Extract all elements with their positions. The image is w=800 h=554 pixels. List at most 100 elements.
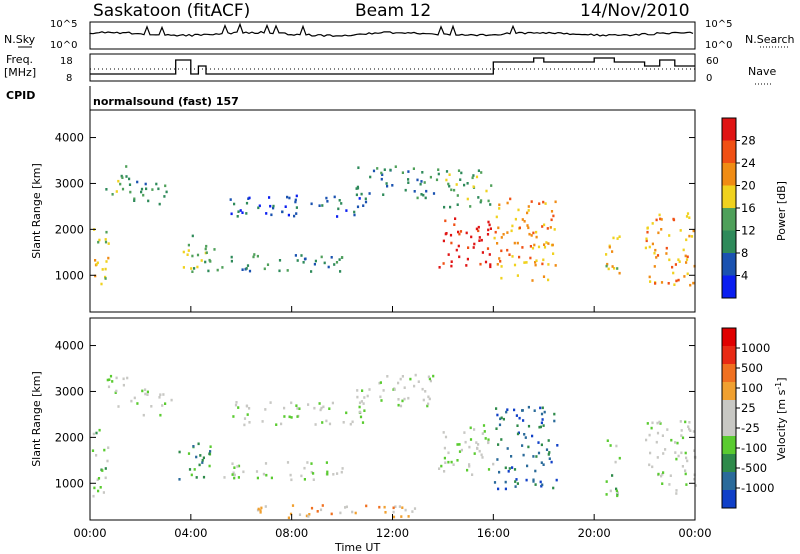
heatmap-cell	[613, 267, 616, 270]
heatmap-cell	[195, 455, 198, 459]
colorbar-tick-label: 8	[741, 246, 748, 260]
heatmap-cell	[550, 460, 553, 464]
heatmap-cell	[380, 177, 383, 181]
heatmap-cell	[413, 507, 417, 510]
heatmap-cell	[535, 455, 538, 458]
heatmap-cell	[193, 468, 196, 471]
freq-label-2: [MHz]	[4, 66, 36, 79]
heatmap-cell	[428, 397, 431, 401]
heatmap-cell	[256, 476, 259, 480]
power-ylabel: Slant Range [km]	[30, 163, 43, 259]
heatmap-cell	[605, 480, 608, 483]
heatmap-cell	[660, 218, 663, 221]
heatmap-cell	[268, 196, 271, 199]
heatmap-cell	[151, 188, 154, 191]
heatmap-cell	[140, 190, 143, 194]
heatmap-cell	[488, 223, 491, 227]
noise-trace	[89, 22, 694, 38]
heatmap-cell	[310, 202, 313, 206]
heatmap-cell	[552, 486, 555, 490]
heatmap-cell	[208, 452, 211, 456]
heatmap-cell	[521, 246, 524, 249]
heatmap-cell	[475, 175, 479, 179]
heatmap-cell	[655, 440, 658, 444]
heatmap-cell	[133, 396, 136, 400]
heatmap-cell	[257, 206, 260, 210]
heatmap-cell	[159, 393, 162, 396]
heatmap-cell	[532, 231, 535, 235]
heatmap-cell	[209, 260, 212, 263]
heatmap-cell	[178, 478, 181, 481]
heatmap-cell	[114, 391, 117, 394]
heatmap-cell	[612, 236, 615, 240]
heatmap-cell	[440, 464, 443, 468]
freq-panel-frame	[89, 53, 696, 82]
heatmap-cell	[455, 248, 458, 252]
heatmap-cell	[407, 170, 410, 173]
heatmap-cell	[97, 240, 100, 244]
heatmap-cell	[489, 265, 492, 269]
heatmap-cell	[480, 238, 483, 242]
heatmap-cell	[648, 463, 651, 467]
heatmap-cell	[504, 480, 507, 484]
colorbar-swatch	[722, 418, 736, 437]
heatmap-cell	[450, 241, 453, 245]
heatmap-cell	[246, 413, 249, 416]
heatmap-cell	[475, 227, 478, 231]
heatmap-cell	[537, 451, 541, 455]
heatmap-cell	[330, 512, 333, 516]
heatmap-cell	[458, 232, 461, 236]
heatmap-cell	[349, 422, 352, 426]
heatmap-cell	[248, 269, 252, 273]
heatmap-cell	[690, 235, 694, 238]
noise-right-tick-high: 10^5	[705, 19, 732, 30]
heatmap-cell	[326, 470, 329, 474]
heatmap-cell	[492, 462, 495, 466]
heatmap-cell	[535, 230, 538, 234]
colorbar-tick-label: 16	[741, 201, 756, 215]
heatmap-cell	[543, 223, 546, 227]
heatmap-cell	[548, 451, 551, 454]
heatmap-cell	[532, 455, 535, 458]
velocity-heatmap-cells	[91, 373, 697, 520]
heatmap-cell	[472, 185, 475, 188]
heatmap-cell	[95, 454, 98, 457]
nsearch-label: N.Search	[745, 33, 795, 46]
heatmap-cell	[466, 182, 469, 185]
heatmap-cell	[216, 268, 219, 272]
colorbar-swatch	[722, 364, 736, 383]
heatmap-cell	[447, 182, 450, 186]
heatmap-cell	[146, 390, 149, 394]
heatmap-cell	[655, 218, 658, 222]
heatmap-cell	[511, 255, 514, 258]
heatmap-cell	[528, 232, 531, 236]
heatmap-cell	[487, 440, 490, 444]
heatmap-cell	[645, 239, 648, 243]
heatmap-cell	[147, 199, 150, 203]
heatmap-cell	[237, 464, 241, 468]
heatmap-cell	[380, 171, 383, 175]
heatmap-cell	[407, 515, 410, 518]
heatmap-cell	[111, 380, 114, 383]
heatmap-cell	[651, 421, 654, 425]
heatmap-cell	[409, 377, 412, 381]
heatmap-cell	[449, 233, 453, 237]
heatmap-cell	[356, 395, 359, 399]
heatmap-cell	[310, 270, 313, 273]
heatmap-cell	[295, 194, 298, 198]
heatmap-cell	[144, 392, 147, 396]
heatmap-cell	[333, 195, 336, 199]
heatmap-cell	[547, 242, 550, 245]
heatmap-cell	[104, 267, 107, 271]
heatmap-cell	[359, 415, 363, 419]
heatmap-cell	[448, 184, 451, 188]
heatmap-cell	[266, 263, 270, 266]
heatmap-cell	[270, 476, 273, 480]
heatmap-cell	[158, 396, 161, 399]
heatmap-cell	[420, 193, 423, 196]
heatmap-cell	[253, 253, 256, 256]
heatmap-cell	[465, 264, 468, 267]
heatmap-cell	[416, 178, 419, 182]
heatmap-cell	[284, 205, 287, 208]
heatmap-cell	[525, 261, 528, 264]
